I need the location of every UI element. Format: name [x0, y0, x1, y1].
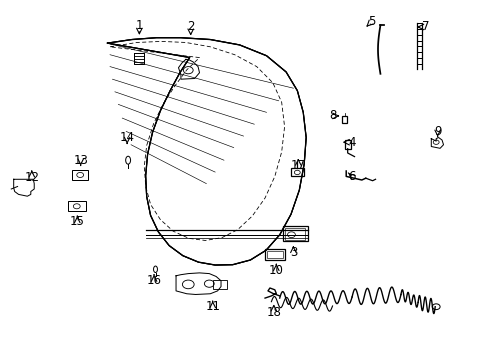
Bar [344, 140, 350, 149]
Bar [68, 201, 85, 211]
Text: 11: 11 [205, 300, 220, 313]
Bar [282, 226, 307, 241]
Bar [72, 170, 88, 180]
Text: 10: 10 [268, 264, 283, 276]
Text: 4: 4 [347, 136, 355, 149]
Bar [342, 116, 346, 123]
Bar [266, 251, 282, 258]
Bar [212, 280, 227, 289]
Text: 5: 5 [367, 15, 375, 28]
Text: 14: 14 [120, 131, 134, 144]
Bar [284, 228, 305, 240]
Text: 12: 12 [24, 171, 39, 184]
Text: 17: 17 [290, 159, 305, 172]
Text: 16: 16 [146, 274, 161, 287]
Text: 9: 9 [433, 125, 441, 138]
Text: 7: 7 [421, 21, 428, 33]
Text: 6: 6 [347, 170, 355, 183]
Text: 3: 3 [289, 246, 297, 259]
Bar [264, 249, 284, 260]
Text: 1: 1 [135, 19, 143, 32]
Text: 8: 8 [328, 109, 336, 122]
Text: 2: 2 [186, 21, 194, 33]
Text: 18: 18 [266, 306, 281, 319]
Text: 13: 13 [73, 154, 88, 167]
Bar [290, 168, 303, 176]
Text: 15: 15 [70, 215, 84, 228]
